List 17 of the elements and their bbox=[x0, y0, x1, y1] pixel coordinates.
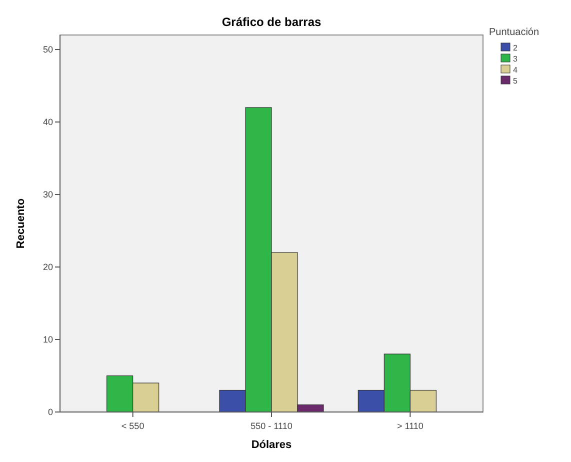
y-tick-label: 0 bbox=[48, 406, 53, 417]
x-tick-label: 550 - 1110 bbox=[250, 421, 292, 431]
y-tick-label: 20 bbox=[42, 262, 53, 272]
y-tick-label: 10 bbox=[42, 334, 53, 344]
y-tick-label: 30 bbox=[42, 189, 53, 200]
x-tick-label: > 1110 bbox=[396, 421, 424, 431]
y-tick-label: 50 bbox=[42, 44, 53, 54]
x-axis-title: Dólares bbox=[251, 439, 292, 451]
legend-label: 2 bbox=[513, 44, 518, 52]
x-tick-label: < 550 bbox=[121, 421, 144, 431]
y-tick-label: 40 bbox=[42, 116, 53, 127]
legend-title: Puntuación bbox=[489, 27, 540, 38]
chart-title: Gráfico de barras bbox=[222, 15, 322, 29]
y-axis-title: Recuento bbox=[15, 198, 27, 249]
legend-label: 4 bbox=[513, 66, 518, 74]
legend-label: 5 bbox=[513, 76, 518, 86]
legend-label: 3 bbox=[513, 54, 518, 64]
